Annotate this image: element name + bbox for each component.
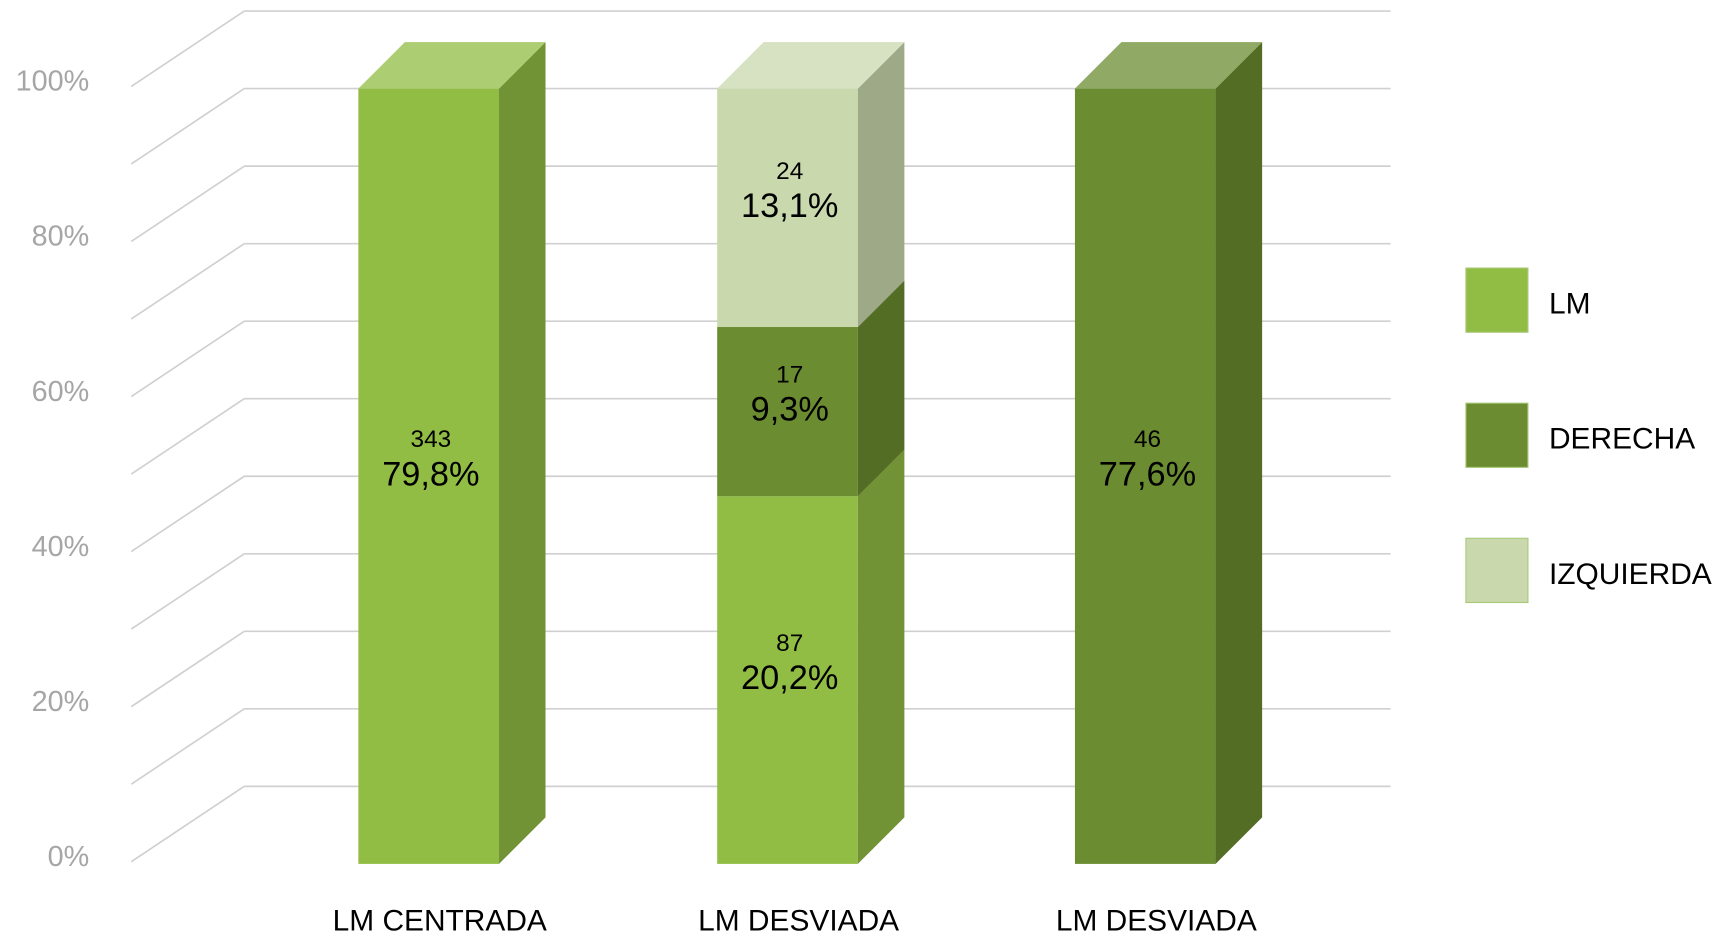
grid-line-side — [130, 165, 245, 243]
grid-line-side — [130, 785, 245, 863]
grid-line-side — [130, 708, 245, 785]
count-label: 87 — [776, 630, 803, 657]
grid-line-side — [130, 320, 245, 398]
x-tick-label: LM DESVIADA — [1056, 904, 1257, 937]
bar-side — [499, 42, 546, 864]
grid-line-side — [130, 398, 245, 475]
count-label: 24 — [776, 158, 803, 185]
count-label: 46 — [1134, 426, 1161, 453]
legend-swatch — [1465, 537, 1529, 604]
x-tick-label: LM CENTRADA — [333, 904, 547, 937]
grid-line-side — [130, 87, 245, 165]
grid-line-side — [130, 553, 245, 630]
bar-side-shade — [1215, 42, 1263, 864]
bar — [717, 88, 858, 328]
legend-swatch — [1465, 402, 1529, 468]
y-tick-label: 20% — [32, 686, 90, 718]
bar-top — [717, 42, 905, 89]
bar-top-shine — [717, 42, 905, 89]
bar — [717, 496, 858, 864]
x-tick-label: LM DESVIADA — [698, 904, 899, 937]
value-label: 9,3% — [751, 391, 829, 429]
bar-side — [857, 449, 905, 864]
bar-side-shade — [499, 42, 546, 864]
legend-label: DERECHA — [1549, 423, 1695, 456]
grid-line-side — [130, 630, 245, 708]
value-label: 20,2% — [741, 659, 838, 697]
bar-top — [1074, 42, 1263, 89]
bar-side — [857, 42, 905, 328]
grid-line-side — [130, 242, 245, 320]
bar-top — [358, 42, 546, 89]
bar-top-shine — [358, 42, 546, 89]
legend-label: LM — [1549, 288, 1591, 321]
bar-side-shade — [857, 42, 905, 328]
legend-label: IZQUIERDA — [1549, 558, 1712, 591]
grid-line-side — [130, 10, 245, 88]
bar — [358, 88, 500, 864]
count-label: 343 — [411, 426, 452, 453]
bar-side-shade — [857, 280, 905, 497]
value-label: 79,8% — [382, 455, 479, 493]
bar — [717, 327, 858, 497]
y-tick-label: 60% — [32, 376, 90, 408]
bar-side — [1215, 42, 1263, 864]
y-tick-label: 40% — [32, 531, 90, 563]
count-label: 17 — [776, 362, 803, 389]
bar-side-shade — [857, 449, 905, 864]
bar — [1074, 88, 1216, 864]
bar-top-shine — [1074, 42, 1263, 89]
bar-side — [857, 280, 905, 497]
value-label: 13,1% — [741, 187, 838, 225]
legend-swatch — [1465, 267, 1529, 333]
y-tick-label: 0% — [48, 841, 90, 873]
grid-line-side — [130, 475, 245, 553]
y-tick-label: 100% — [16, 66, 90, 98]
y-tick-label: 80% — [32, 221, 90, 253]
value-label: 77,6% — [1099, 455, 1196, 493]
